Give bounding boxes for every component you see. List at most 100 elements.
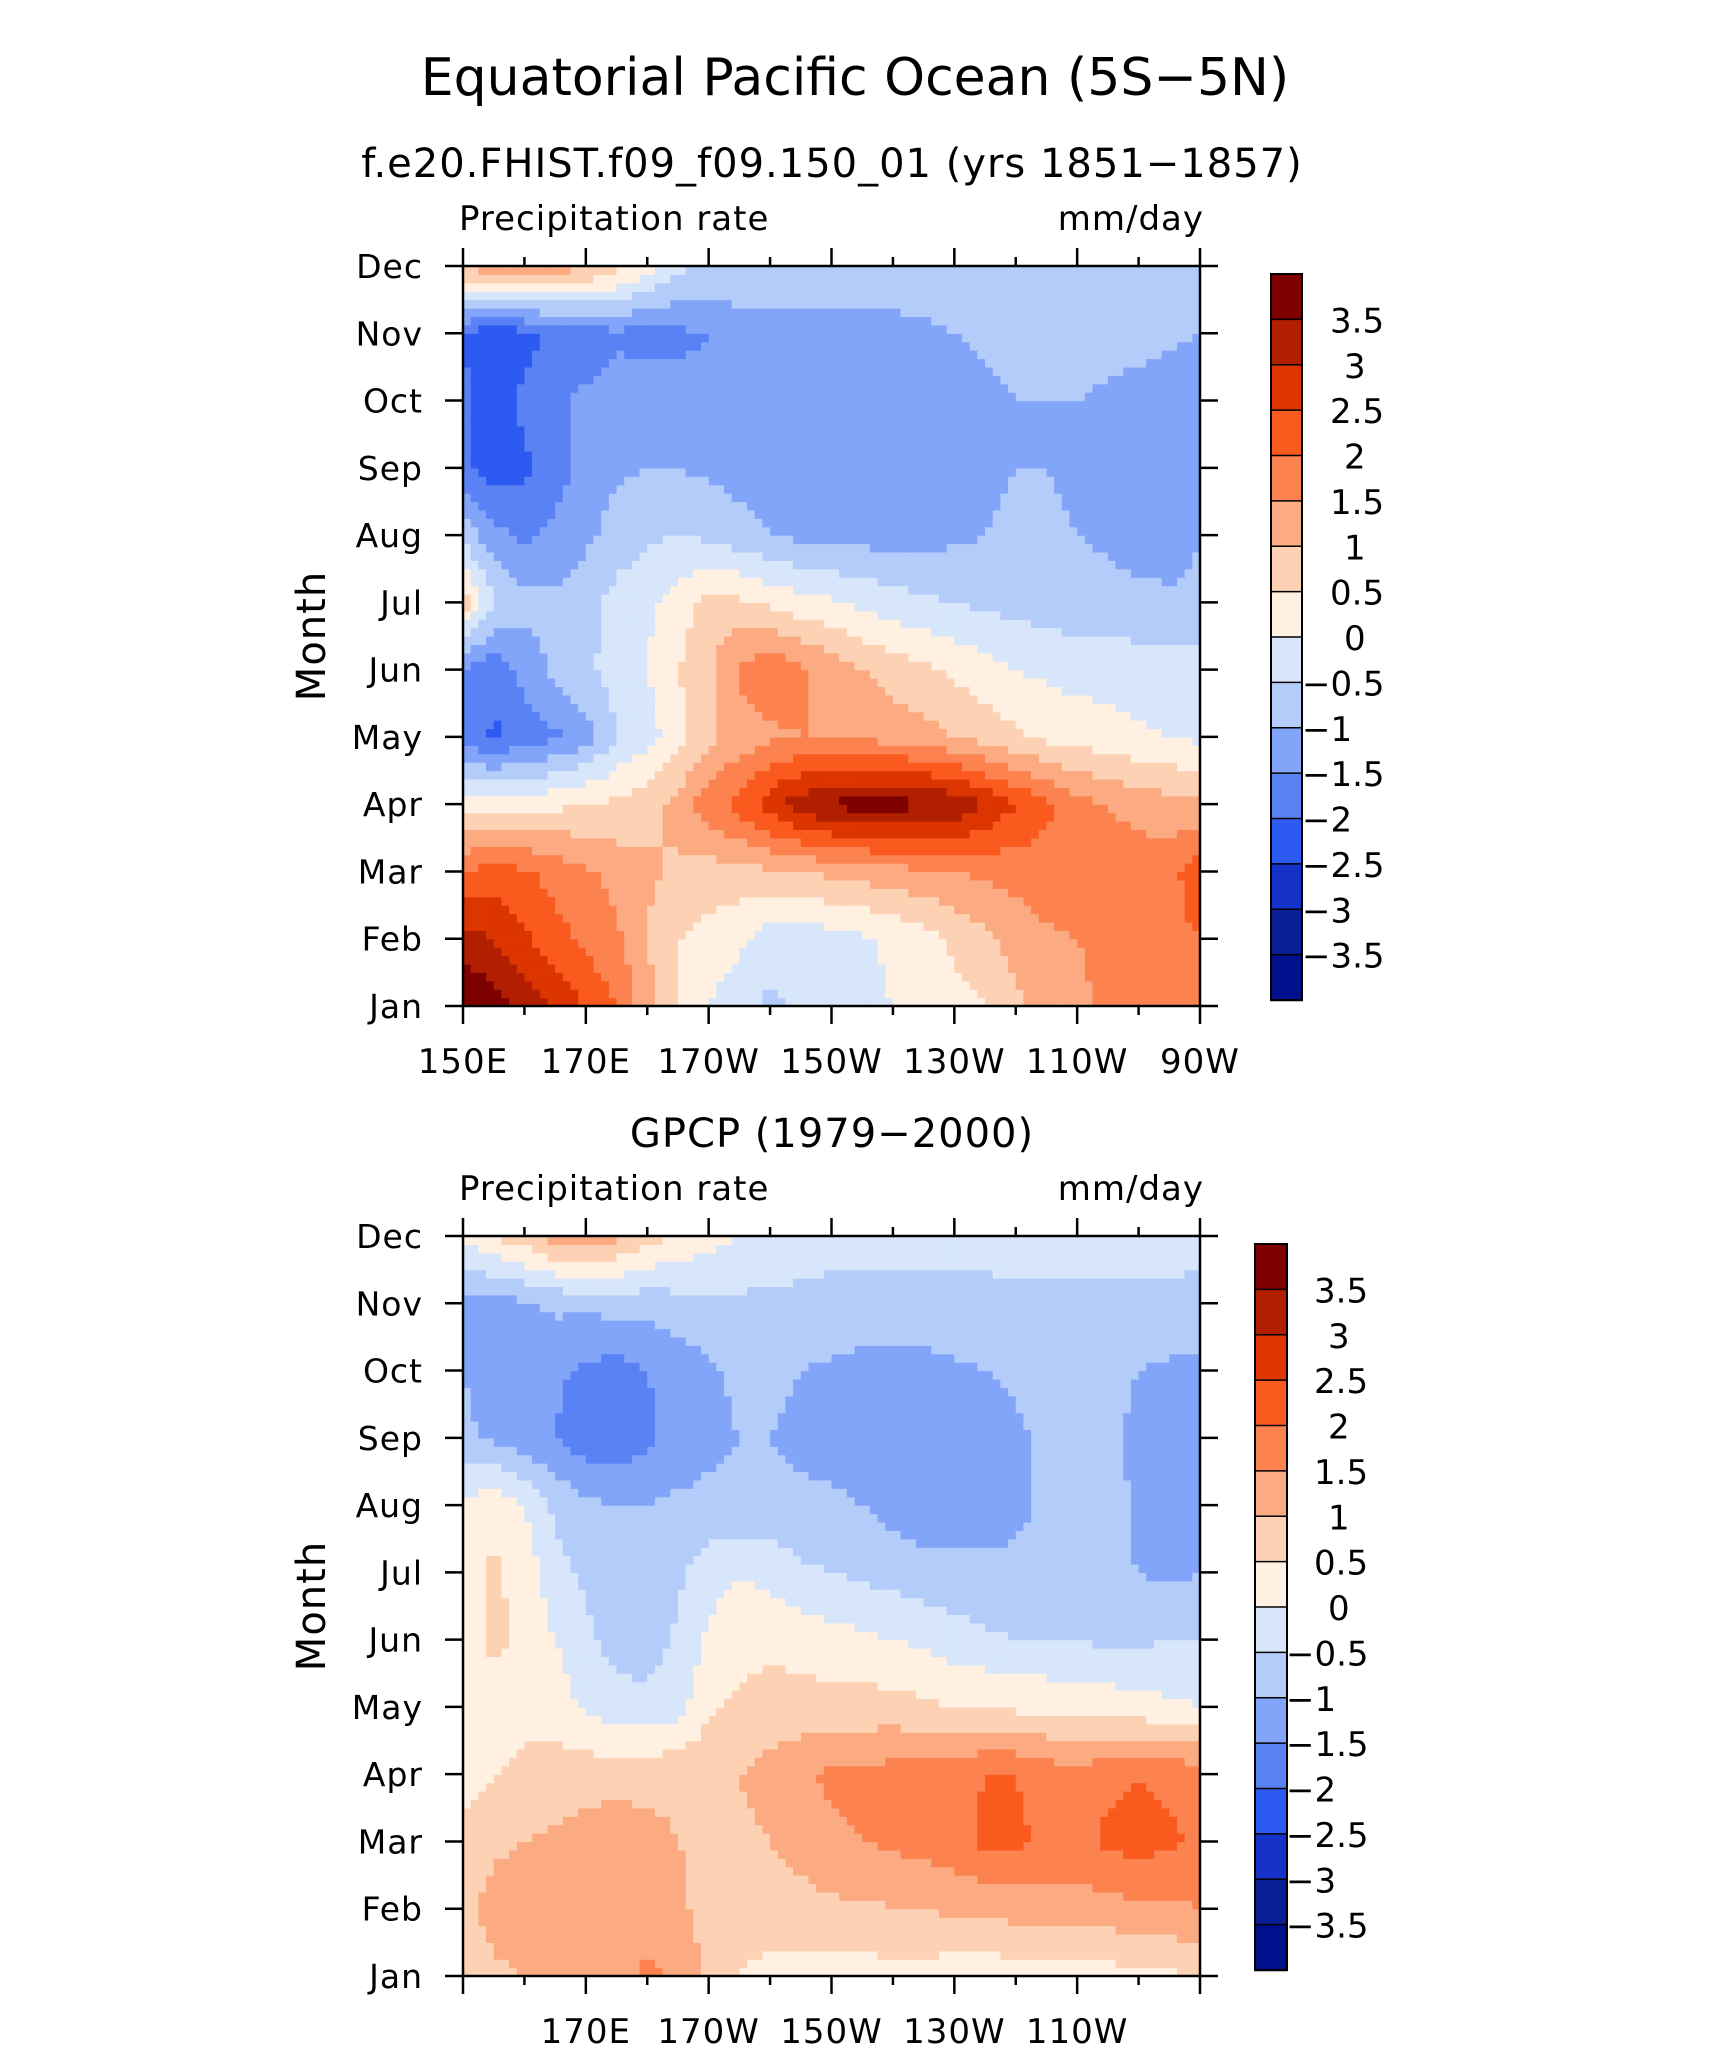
heatmap-cell: [470, 678, 479, 688]
heatmap-cell: [639, 955, 648, 965]
heatmap-cell: [777, 930, 787, 940]
heatmap-cell: [639, 711, 648, 721]
heatmap-cell: [570, 728, 579, 738]
heatmap-cell: [593, 568, 602, 578]
heatmap-cell: [731, 585, 740, 595]
heatmap-cell: [578, 896, 587, 906]
heatmap-cell: [923, 627, 932, 637]
heatmap-cell: [1184, 997, 1193, 1007]
heatmap-cell: [816, 812, 825, 822]
heatmap-cell: [1192, 913, 1201, 923]
heatmap-cell: [662, 711, 671, 721]
heatmap-cell: [1130, 829, 1140, 839]
heatmap-cell: [1130, 728, 1140, 738]
heatmap-cell: [685, 905, 694, 915]
heatmap-cell: [624, 568, 633, 578]
heatmap-cell: [524, 661, 533, 671]
heatmap-cell: [1176, 989, 1186, 999]
heatmap-cell: [1130, 989, 1140, 999]
heatmap-cell: [1046, 821, 1055, 831]
heatmap-cell: [831, 778, 840, 788]
heatmap-cell: [1015, 703, 1025, 713]
heatmap-cell: [862, 921, 871, 931]
heatmap-cell: [923, 762, 932, 772]
heatmap-cell: [700, 694, 710, 704]
heatmap-cell: [539, 854, 549, 864]
heatmap-cell: [1092, 821, 1101, 831]
heatmap-cell: [1015, 947, 1025, 957]
heatmap-cell: [1031, 720, 1040, 730]
heatmap-cell: [739, 711, 748, 721]
heatmap-cell: [1130, 778, 1140, 788]
heatmap-cell: [1100, 728, 1109, 738]
heatmap-cell: [501, 669, 510, 679]
heatmap-cell: [1038, 989, 1048, 999]
heatmap-cell: [639, 627, 648, 637]
heatmap-cell: [1115, 636, 1124, 646]
heatmap-cell: [593, 921, 602, 931]
heatmap-cell: [616, 610, 625, 620]
heatmap-cell: [808, 821, 817, 831]
heatmap-cell: [823, 787, 833, 797]
heatmap-cell: [486, 963, 495, 973]
heatmap-cell: [1046, 652, 1055, 662]
heatmap-cell: [1184, 913, 1193, 923]
heatmap-cell: [585, 778, 595, 788]
heatmap-cell: [700, 863, 710, 873]
heatmap-cell: [731, 804, 740, 814]
heatmap-cell: [1138, 888, 1147, 898]
heatmap-cell: [985, 762, 994, 772]
heatmap-cell: [547, 703, 556, 713]
heatmap-cell: [869, 661, 879, 671]
heatmap-cell: [1008, 694, 1017, 704]
heatmap-cell: [1176, 745, 1186, 755]
heatmap-cell: [1130, 762, 1140, 772]
heatmap-cell: [1130, 997, 1140, 1007]
heatmap-cell: [793, 938, 802, 948]
heatmap-cell: [762, 770, 771, 780]
heatmap-cell: [1161, 703, 1170, 713]
heatmap-cell: [677, 879, 687, 889]
heatmap-cell: [862, 745, 871, 755]
heatmap-cell: [985, 989, 994, 999]
heatmap-cell: [900, 694, 909, 704]
heatmap-cell: [846, 963, 856, 973]
heatmap-cell: [524, 778, 533, 788]
heatmap-cell: [777, 896, 787, 906]
heatmap-cell: [892, 837, 902, 847]
heatmap-cell: [631, 980, 641, 990]
heatmap-cell: [1115, 972, 1124, 982]
heatmap-cell: [555, 787, 564, 797]
heatmap-cell: [724, 585, 733, 595]
heatmap-cell: [639, 980, 648, 990]
heatmap-cell: [1107, 619, 1117, 629]
heatmap-cell: [854, 955, 863, 965]
heatmap-cell: [823, 585, 833, 595]
heatmap-cell: [954, 972, 963, 982]
heatmap-cell: [724, 938, 733, 948]
heatmap-cell: [1192, 812, 1201, 822]
heatmap-cell: [1130, 585, 1140, 595]
heatmap-cell: [1153, 728, 1163, 738]
heatmap-cell: [1061, 762, 1071, 772]
heatmap-cell: [900, 577, 909, 587]
heatmap-cell: [470, 602, 479, 612]
heatmap-cell: [793, 686, 802, 696]
heatmap-cell: [1100, 636, 1109, 646]
heatmap-cell: [854, 644, 863, 654]
heatmap-cell: [885, 728, 894, 738]
heatmap-cell: [1138, 829, 1147, 839]
heatmap-cell: [716, 602, 725, 612]
heatmap-cell: [1107, 678, 1117, 688]
heatmap-cell: [639, 930, 648, 940]
heatmap-cell: [463, 585, 472, 595]
heatmap-cell: [555, 593, 564, 603]
heatmap-cell: [1123, 753, 1132, 763]
heatmap-cell: [1038, 896, 1048, 906]
heatmap-cell: [777, 745, 787, 755]
heatmap-cell: [931, 770, 940, 780]
heatmap-cell: [1015, 678, 1025, 688]
heatmap-cell: [524, 896, 533, 906]
heatmap-cell: [532, 627, 541, 637]
heatmap-cell: [647, 661, 656, 671]
